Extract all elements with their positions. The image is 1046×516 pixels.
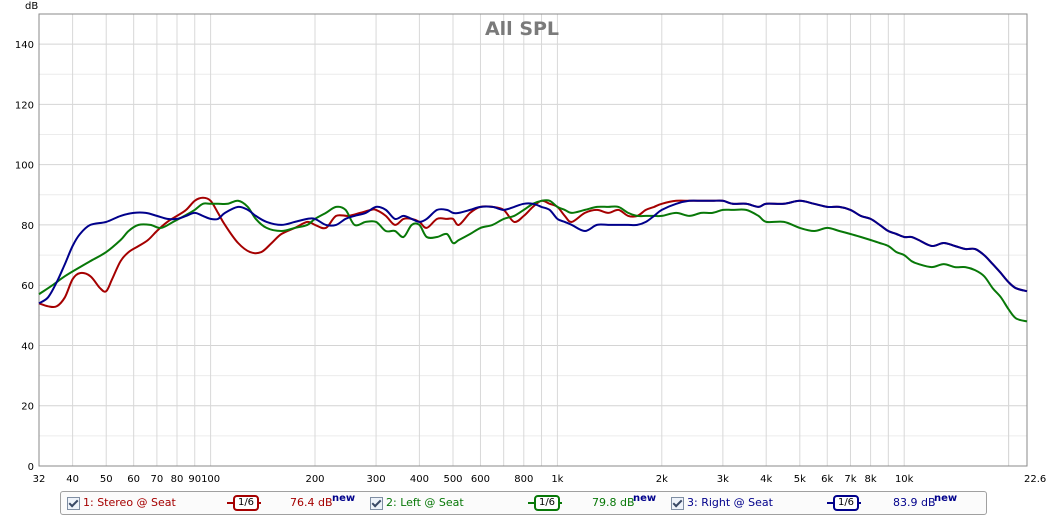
left-smoothing-button[interactable]: 1/6 <box>528 495 562 511</box>
x-tick-label: 10k <box>895 474 914 485</box>
x-tick-label: 70 <box>151 474 164 485</box>
x-tick-label: 400 <box>410 474 429 485</box>
new-badge: new <box>934 493 958 504</box>
plot-frame <box>38 13 1028 467</box>
series-line <box>38 199 1028 323</box>
new-badge: new <box>633 493 657 504</box>
x-tick-label: 800 <box>514 474 533 485</box>
x-tick-label: 40 <box>66 474 79 485</box>
x-tick-label: 32 <box>33 474 46 485</box>
x-axis-ticks: 32 40 50 60 70 80 90 100 200 300 400 500 600 800 1k 2k 3… <box>33 474 1046 485</box>
x-tick-label: 60 <box>127 474 140 485</box>
y-tick-label: 100 <box>15 161 34 172</box>
chart-series <box>38 196 1028 323</box>
x-tick-label: 300 <box>367 474 386 485</box>
legend-label-left: 2: Left @ Seat <box>386 496 464 509</box>
x-tick-label: 200 <box>305 474 324 485</box>
x-tick-label: 80 <box>171 474 184 485</box>
y-tick-label: 0 <box>28 462 34 473</box>
left-visibility-checkbox[interactable] <box>370 497 383 510</box>
spl-chart: 32 40 50 60 70 80 90 100 200 300 400 500 600 800 1k 2k 3… <box>15 1 1046 485</box>
stereo-smoothing-button[interactable]: 1/6 <box>227 495 261 511</box>
right-smoothing-button[interactable]: 1/6 <box>827 495 861 511</box>
x-tick-label: 50 <box>100 474 113 485</box>
new-badge: new <box>332 493 356 504</box>
legend-bar: 1: Stereo @ Seat 1/6 76.4 dB new 2: Left… <box>60 491 987 515</box>
legend-value-left: 79.8 dB <box>592 496 635 509</box>
x-tick-label: 2k <box>656 474 668 485</box>
x-tick-label: 5k <box>794 474 806 485</box>
legend-label-stereo: 1: Stereo @ Seat <box>83 496 176 509</box>
x-tick-label: 3k <box>717 474 729 485</box>
y-tick-label: 40 <box>21 341 34 352</box>
x-tick-label: 4k <box>760 474 772 485</box>
legend-value-right: 83.9 dB <box>893 496 936 509</box>
y-tick-label: 20 <box>21 402 34 413</box>
stereo-visibility-checkbox[interactable] <box>67 497 80 510</box>
legend-label-right: 3: Right @ Seat <box>687 496 773 509</box>
y-tick-label: 140 <box>15 40 34 51</box>
x-tick-label: 600 <box>471 474 490 485</box>
x-tick-label: 22.6k Hz <box>1024 474 1046 485</box>
right-visibility-checkbox[interactable] <box>671 497 684 510</box>
x-tick-label: 8k <box>865 474 877 485</box>
x-tick-label: 6k <box>821 474 833 485</box>
legend-value-stereo: 76.4 dB <box>290 496 333 509</box>
x-tick-label: 1k <box>551 474 563 485</box>
chart-title: All SPL <box>485 18 559 40</box>
y-axis-label: dB <box>25 1 38 12</box>
x-tick-label: 100 <box>201 474 220 485</box>
y-tick-label: 80 <box>21 221 34 232</box>
x-tick-label: 500 <box>443 474 462 485</box>
x-tick-label: 90 <box>188 474 201 485</box>
y-tick-label: 60 <box>21 281 34 292</box>
y-tick-label: 120 <box>15 100 34 111</box>
x-tick-label: 7k <box>844 474 856 485</box>
chart-grid <box>39 13 1027 467</box>
series-line <box>38 199 1028 305</box>
y-axis-ticks: 0 20 40 60 80 100 120 140 <box>15 40 34 473</box>
